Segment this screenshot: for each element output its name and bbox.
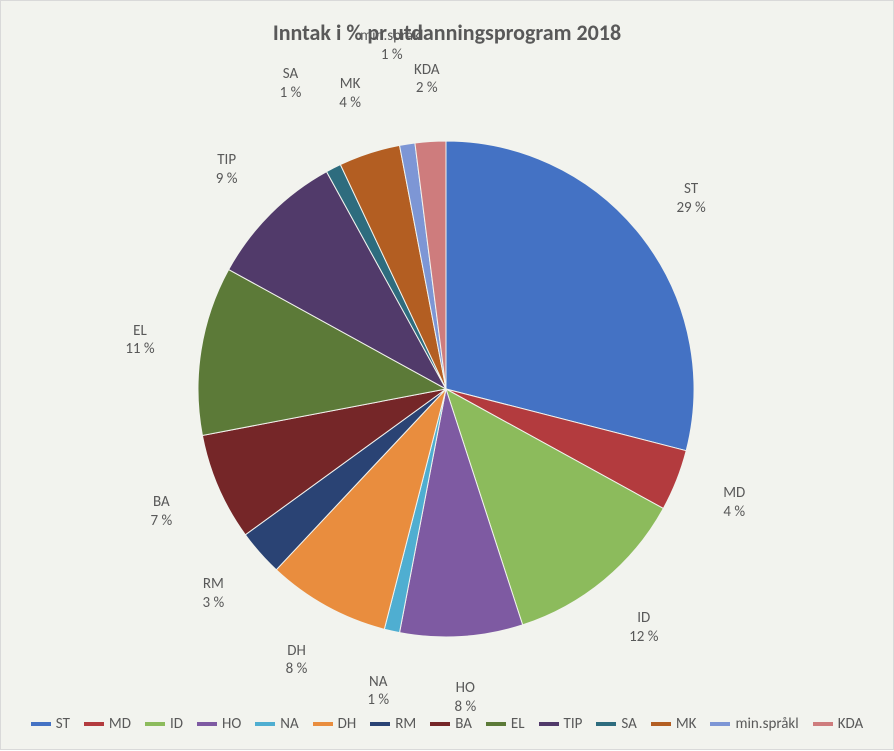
legend-swatch [486, 722, 506, 726]
legend-swatch [84, 722, 104, 726]
legend-label: TIP [564, 715, 583, 733]
legend-label: RM [395, 715, 416, 733]
legend-label: KDA [838, 715, 863, 733]
slice-label-id: ID12 % [629, 609, 658, 647]
legend-item-sa: SA [596, 715, 636, 733]
slice-label-text: min.språkl [360, 27, 423, 46]
slice-label-dh: DH8 % [286, 642, 308, 680]
legend-swatch [145, 722, 165, 726]
legend-label: EL [511, 715, 525, 733]
slice-label-sa: SA1 % [280, 65, 302, 103]
legend-item-dh: DH [313, 715, 357, 733]
legend-swatch [539, 722, 559, 726]
slice-label-na: NA1 % [367, 673, 389, 711]
slice-label-md: MD4 % [723, 484, 745, 522]
legend-swatch [813, 722, 833, 726]
legend-item-rm: RM [370, 715, 416, 733]
slice-label-text: KDA [414, 61, 439, 80]
slice-label-ho: HO8 % [454, 679, 476, 717]
slice-label-text: ST [676, 180, 705, 199]
legend-item-tip: TIP [539, 715, 583, 733]
legend-label: HO [222, 715, 241, 733]
legend-label: NA [280, 715, 298, 733]
legend-swatch [596, 722, 616, 726]
legend-item-ba: BA [430, 715, 472, 733]
slice-label-text: HO [454, 679, 476, 698]
slice-label-text: NA [367, 673, 389, 692]
legend-label: DH [338, 715, 357, 733]
legend-item-ho: HO [197, 715, 241, 733]
slice-label-mk: MK4 % [339, 75, 361, 113]
legend-label: ST [56, 715, 70, 733]
slice-label-st: ST29 % [676, 180, 705, 218]
slice-label-value: 12 % [629, 628, 658, 647]
legend-item-na: NA [255, 715, 298, 733]
slice-label-ba: BA7 % [150, 493, 172, 531]
legend-swatch [31, 722, 51, 726]
slice-label-text: TIP [216, 151, 238, 170]
legend-label: MK [676, 715, 697, 733]
slice-label-text: EL [125, 322, 154, 341]
slice-label-value: 9 % [216, 170, 238, 189]
legend-label: ID [170, 715, 183, 733]
slice-label-value: 4 % [339, 94, 361, 113]
chart-legend: ST MD ID HO NA DH RM BA EL TIP SA MK min.språkl KDA [1, 715, 893, 733]
slice-label-value: 1 % [280, 84, 302, 103]
legend-label: min.språkl [735, 715, 798, 733]
legend-item-kda: KDA [813, 715, 863, 733]
legend-label: BA [455, 715, 472, 733]
legend-label: MD [109, 715, 131, 733]
slice-label-value: 2 % [414, 79, 439, 98]
slice-label-rm: RM3 % [202, 575, 224, 613]
slice-label-text: MK [339, 75, 361, 94]
legend-label: SA [621, 715, 636, 733]
slice-label-el: EL11 % [125, 322, 154, 360]
legend-swatch [651, 722, 671, 726]
pie-svg [1, 1, 894, 751]
legend-swatch [710, 722, 730, 726]
legend-swatch [255, 722, 275, 726]
legend-item-el: EL [486, 715, 525, 733]
legend-item-min-spr-kl: min.språkl [710, 715, 798, 733]
slice-label-tip: TIP9 % [216, 151, 238, 189]
slice-label-value: 4 % [723, 503, 745, 522]
slice-label-value: 3 % [202, 594, 224, 613]
slice-label-text: RM [202, 575, 224, 594]
slice-label-text: MD [723, 484, 745, 503]
slice-label-value: 8 % [454, 698, 476, 717]
slice-label-value: 1 % [367, 691, 389, 710]
legend-swatch [197, 722, 217, 726]
legend-swatch [313, 722, 333, 726]
pie-chart-container: Inntak i % pr utdanningsprogram 2018 STM… [0, 0, 894, 750]
slice-label-min-spr-kl: min.språkl1 % [360, 27, 423, 65]
legend-item-md: MD [84, 715, 131, 733]
slice-label-value: 8 % [286, 660, 308, 679]
slice-label-kda: KDA2 % [414, 61, 439, 99]
legend-swatch [430, 722, 450, 726]
slice-label-text: BA [150, 493, 172, 512]
legend-item-mk: MK [651, 715, 697, 733]
slice-label-text: ID [629, 609, 658, 628]
slice-label-text: DH [286, 642, 308, 661]
legend-item-id: ID [145, 715, 183, 733]
slice-label-value: 11 % [125, 340, 154, 359]
slice-label-value: 7 % [150, 512, 172, 531]
legend-swatch [370, 722, 390, 726]
legend-item-st: ST [31, 715, 70, 733]
slice-label-value: 29 % [676, 199, 705, 218]
slice-label-text: SA [280, 65, 302, 84]
